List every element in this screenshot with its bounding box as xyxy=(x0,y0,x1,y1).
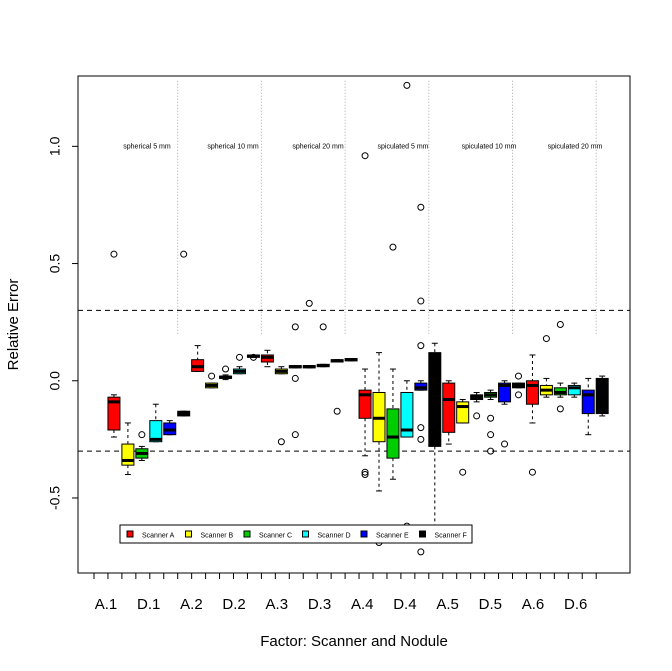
outlier-point xyxy=(236,353,243,361)
legend-label: Scanner A xyxy=(142,533,175,540)
outlier-point xyxy=(361,471,369,479)
x-tick-label: A.2 xyxy=(180,596,203,613)
box-f xyxy=(428,352,442,447)
x-tick-label: A.5 xyxy=(436,596,459,613)
outlier-point xyxy=(487,431,495,439)
outlier-point xyxy=(291,323,299,331)
legend-label: Scanner E xyxy=(376,533,409,540)
outlier-point xyxy=(417,203,425,211)
outlier-point xyxy=(417,548,425,556)
group-label: spiculated 20 mm xyxy=(548,144,603,151)
box-b xyxy=(121,443,135,466)
y-axis-label: Relative Error xyxy=(5,279,22,371)
outlier-point xyxy=(459,468,467,476)
outlier-point xyxy=(417,342,425,350)
outlier-point xyxy=(515,391,522,399)
legend-swatch xyxy=(302,530,309,538)
outlier-point xyxy=(528,468,536,476)
x-tick-label: A.6 xyxy=(522,596,545,613)
group-label: spherical 10 mm xyxy=(207,144,259,151)
outlier-point xyxy=(138,431,146,439)
box-d xyxy=(149,420,163,443)
outlier-point xyxy=(277,438,285,446)
legend-label: Scanner C xyxy=(259,533,292,540)
x-tick-label: D.2 xyxy=(222,596,245,613)
x-tick-label: A.3 xyxy=(266,596,289,613)
legend-swatch xyxy=(185,530,192,538)
legend-swatch xyxy=(419,530,426,538)
outlier-point xyxy=(208,372,216,380)
outlier-point xyxy=(556,321,564,328)
box-d xyxy=(567,384,581,396)
group-label: spherical 5 mm xyxy=(123,144,171,151)
box-f xyxy=(595,377,609,415)
outlier-point xyxy=(249,353,257,361)
x-axis-label: Factor: Scanner and Nodule xyxy=(260,633,448,650)
legend-label: Scanner F xyxy=(435,533,467,540)
outlier-point xyxy=(501,440,509,448)
x-tick-label: A.4 xyxy=(351,596,374,613)
box-a xyxy=(107,396,121,431)
group-label: spiculated 10 mm xyxy=(462,144,517,151)
x-tick-label: A.1 xyxy=(95,596,118,613)
outlier-point xyxy=(305,299,313,307)
plot-frame xyxy=(77,75,631,574)
x-tick-label: D.1 xyxy=(137,596,160,613)
group-label: spiculated 5 mm xyxy=(378,144,429,151)
outlier-point xyxy=(291,374,299,382)
box-a xyxy=(358,389,372,419)
outlier-point xyxy=(556,405,564,413)
outlier-point xyxy=(333,407,341,415)
box-e xyxy=(498,382,512,403)
outlier-point xyxy=(473,412,481,420)
x-tick-label: D.5 xyxy=(479,596,502,613)
outlier-point xyxy=(361,152,369,160)
outlier-point xyxy=(222,365,230,373)
x-tick-label: D.4 xyxy=(393,596,416,613)
outlier-point xyxy=(417,297,425,305)
outlier-point xyxy=(417,435,425,443)
y-tick-label: 0.5 xyxy=(47,254,63,274)
outlier-point xyxy=(110,250,118,258)
box-d xyxy=(400,391,414,438)
y-tick-label: -0.5 xyxy=(47,486,63,510)
legend-box xyxy=(119,524,473,544)
outlier-point xyxy=(487,447,495,455)
outlier-point xyxy=(403,81,411,89)
outlier-point xyxy=(515,372,522,380)
y-tick-label: 1.0 xyxy=(47,136,63,156)
outlier-point xyxy=(487,414,495,422)
outlier-point xyxy=(542,335,550,343)
legend-label: Scanner B xyxy=(201,533,234,540)
legend-swatch xyxy=(243,530,251,538)
group-label: spherical 20 mm xyxy=(292,144,344,151)
plot-layer: spherical 5 mm spherical 10 mm spherical 2… xyxy=(78,80,630,556)
outlier-point xyxy=(319,323,327,331)
box-c xyxy=(386,408,400,459)
legend: Scanner A Scanner B Scanner C Scanner D Scan… xyxy=(119,524,473,544)
x-tick-label: D.3 xyxy=(308,596,331,613)
legend-label: Scanner D xyxy=(318,533,351,540)
legend-swatch xyxy=(360,530,368,538)
legend-swatch xyxy=(126,530,134,538)
outlier-point xyxy=(180,250,188,258)
y-tick-label: 0.0 xyxy=(47,371,63,391)
axis-layer: -0.5 0.0 0.5 1.0 A.1 D.1 A.2 D.2 A.3 D.3 A.4 D.4 A.5… xyxy=(47,136,597,613)
x-tick-label: D.6 xyxy=(564,596,587,613)
outlier-point xyxy=(417,424,425,432)
outlier-point xyxy=(389,243,397,251)
outlier-point xyxy=(291,431,299,439)
outlier-point xyxy=(361,468,369,476)
box-b xyxy=(456,401,470,424)
box-a xyxy=(442,382,456,433)
